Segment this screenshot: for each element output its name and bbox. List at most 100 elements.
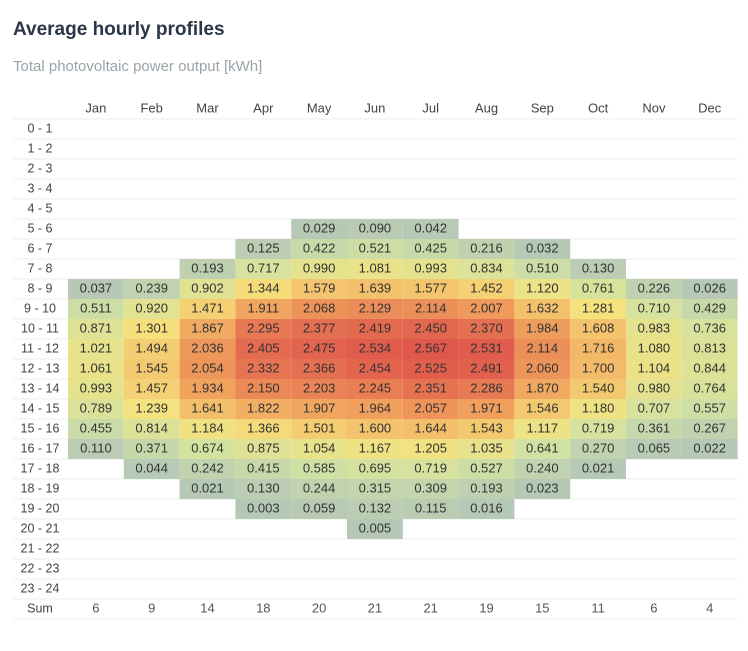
heat-cell	[123, 399, 180, 419]
heat-cell	[347, 319, 403, 339]
row-label: 2 - 3	[27, 161, 52, 175]
heat-cell	[235, 259, 292, 279]
heat-cell	[514, 259, 571, 279]
cell-label: 0.736	[693, 320, 726, 335]
heat-cell	[347, 339, 403, 359]
heat-cell	[514, 299, 571, 319]
cell-label: 0.029	[303, 220, 336, 235]
heat-cell	[626, 439, 682, 459]
cell-label: 0.557	[693, 400, 726, 415]
heat-cell	[179, 439, 236, 459]
heat-cell	[179, 339, 236, 359]
heat-cell	[235, 279, 292, 299]
column-header: Jan	[85, 100, 106, 115]
cell-label: 0.130	[247, 480, 280, 495]
cell-label: 1.971	[470, 400, 503, 415]
cell-label: 0.026	[693, 280, 726, 295]
heat-cell	[179, 419, 236, 439]
heat-cell	[347, 519, 403, 539]
cell-label: 0.361	[638, 420, 671, 435]
heat-cell	[123, 379, 180, 399]
cell-label: 1.984	[526, 320, 559, 335]
heat-cell	[626, 339, 682, 359]
cell-label: 1.081	[359, 260, 392, 275]
heat-cell	[291, 419, 347, 439]
cell-label: 0.455	[80, 420, 113, 435]
heat-cell	[179, 379, 236, 399]
cell-label: 0.270	[582, 440, 615, 455]
heat-cell	[402, 279, 459, 299]
heat-cell	[570, 459, 626, 479]
row-label: 4 - 5	[27, 201, 52, 215]
heat-cell	[681, 399, 738, 419]
heat-cell	[347, 239, 403, 259]
heat-cell	[235, 459, 292, 479]
heat-cell	[291, 399, 347, 419]
sum-value: 18	[256, 600, 270, 615]
cell-label: 1.579	[303, 280, 336, 295]
heat-cell	[570, 339, 626, 359]
cell-label: 1.600	[359, 420, 392, 435]
cell-label: 0.371	[135, 440, 168, 455]
cell-label: 0.521	[359, 240, 392, 255]
cell-label: 1.716	[582, 340, 615, 355]
column-header: May	[307, 100, 332, 115]
cell-label: 2.114	[527, 340, 559, 355]
cell-label: 0.005	[359, 520, 392, 535]
heat-cell	[179, 479, 236, 499]
cell-label: 0.037	[80, 280, 113, 295]
cell-label: 0.710	[638, 300, 671, 315]
heat-cell	[402, 379, 459, 399]
cell-label: 2.475	[303, 340, 336, 355]
cell-label: 0.719	[582, 420, 615, 435]
heat-cell	[570, 319, 626, 339]
cell-label: 0.813	[693, 340, 726, 355]
heat-cell	[458, 279, 515, 299]
heat-cell	[626, 379, 682, 399]
heat-cell	[681, 379, 738, 399]
heat-cell	[235, 299, 292, 319]
row-label: 5 - 6	[27, 221, 52, 235]
chart-title: Average hourly profiles	[13, 19, 225, 40]
heat-cell	[291, 299, 347, 319]
cell-label: 0.021	[191, 480, 224, 495]
heat-cell	[68, 379, 124, 399]
heat-cell	[347, 479, 403, 499]
row-label: 3 - 4	[27, 181, 52, 195]
heat-cell	[514, 479, 571, 499]
row-label: 15 - 16	[21, 421, 60, 435]
cell-label: 0.216	[470, 240, 503, 255]
cell-label: 0.130	[582, 260, 615, 275]
heat-cell	[402, 399, 459, 419]
cell-label: 2.419	[359, 320, 392, 335]
heat-cell	[347, 459, 403, 479]
heat-cell	[626, 279, 682, 299]
cell-label: 2.351	[414, 380, 447, 395]
chart-subtitle: Total photovoltaic power output [kWh]	[13, 58, 262, 75]
heat-cell	[458, 259, 515, 279]
cell-label: 0.125	[247, 240, 280, 255]
heat-cell	[179, 299, 236, 319]
heat-cell	[626, 359, 682, 379]
heat-cell	[458, 439, 515, 459]
row-label: 18 - 19	[21, 481, 60, 495]
heat-cell	[570, 259, 626, 279]
cell-label: 0.115	[415, 500, 447, 515]
heat-cell	[347, 419, 403, 439]
cell-label: 0.717	[247, 260, 280, 275]
heat-cell	[514, 359, 571, 379]
cell-label: 1.546	[526, 400, 559, 415]
cell-label: 1.639	[359, 280, 392, 295]
heat-cell	[402, 459, 459, 479]
cell-label: 0.065	[638, 440, 671, 455]
heat-cell	[458, 239, 515, 259]
heat-cell	[570, 419, 626, 439]
cell-label: 0.267	[693, 420, 726, 435]
row-label: 12 - 13	[21, 361, 60, 375]
heat-cell	[458, 299, 515, 319]
heat-cell	[347, 299, 403, 319]
cell-label: 1.061	[80, 360, 113, 375]
column-header: Aug	[475, 100, 498, 115]
heat-cell	[179, 459, 236, 479]
cell-label: 0.695	[359, 460, 392, 475]
